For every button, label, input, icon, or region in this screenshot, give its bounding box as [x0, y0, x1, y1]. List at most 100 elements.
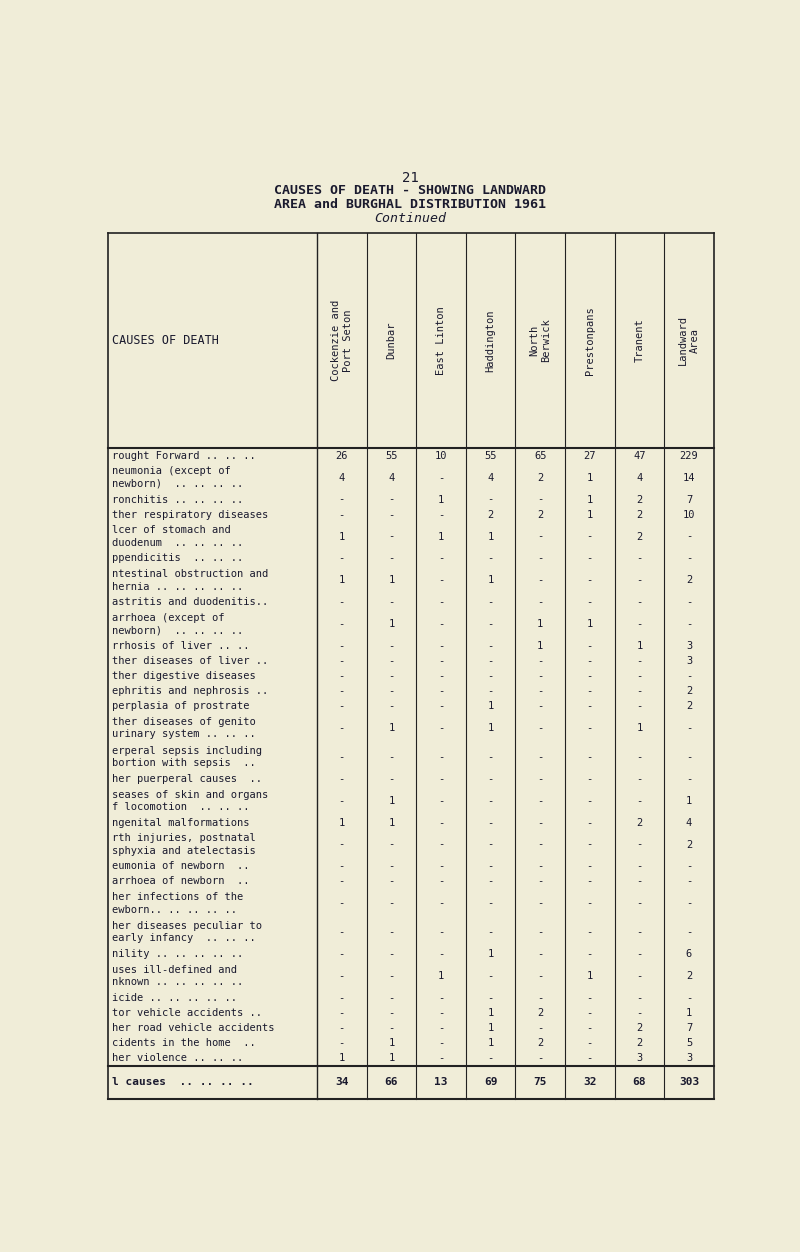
Text: 2: 2	[636, 532, 642, 542]
Text: -: -	[537, 899, 543, 909]
Text: 2: 2	[487, 510, 494, 520]
Text: 10: 10	[682, 510, 695, 520]
Text: -: -	[487, 818, 494, 828]
Text: 2: 2	[636, 1023, 642, 1033]
Text: -: -	[686, 618, 692, 629]
Text: -: -	[586, 949, 593, 959]
Text: -: -	[636, 926, 642, 936]
Text: -: -	[338, 774, 345, 784]
Text: 1: 1	[388, 818, 394, 828]
Text: -: -	[438, 774, 444, 784]
Text: ngenital malformations: ngenital malformations	[112, 818, 249, 828]
Text: -: -	[388, 861, 394, 871]
Text: Prestonpans: Prestonpans	[585, 305, 594, 374]
Text: -: -	[586, 926, 593, 936]
Text: 21: 21	[402, 172, 418, 185]
Text: 1: 1	[487, 1038, 494, 1048]
Text: -: -	[686, 774, 692, 784]
Text: -: -	[338, 840, 345, 850]
Text: 65: 65	[534, 451, 546, 461]
Text: 4: 4	[686, 818, 692, 828]
Text: ther respiratory diseases: ther respiratory diseases	[112, 510, 268, 520]
Text: 14: 14	[682, 473, 695, 483]
Text: -: -	[487, 597, 494, 607]
Text: -: -	[338, 510, 345, 520]
Text: -: -	[686, 532, 692, 542]
Text: -: -	[686, 724, 692, 734]
Text: -: -	[636, 701, 642, 711]
Text: -: -	[537, 876, 543, 886]
Text: -: -	[438, 473, 444, 483]
Text: -: -	[586, 876, 593, 886]
Text: 2: 2	[636, 818, 642, 828]
Text: 6: 6	[686, 949, 692, 959]
Text: -: -	[686, 926, 692, 936]
Text: 4: 4	[487, 473, 494, 483]
Text: 1: 1	[586, 473, 593, 483]
Text: 1: 1	[586, 495, 593, 505]
Text: -: -	[487, 495, 494, 505]
Text: -: -	[388, 641, 394, 651]
Text: eumonia of newborn  ..: eumonia of newborn ..	[112, 861, 249, 871]
Text: 303: 303	[679, 1077, 699, 1087]
Text: -: -	[636, 970, 642, 980]
Text: 68: 68	[633, 1077, 646, 1087]
Text: -: -	[338, 686, 345, 696]
Text: 1: 1	[487, 949, 494, 959]
Text: tor vehicle accidents ..: tor vehicle accidents ..	[112, 1008, 262, 1018]
Text: 1: 1	[487, 532, 494, 542]
Text: 5: 5	[686, 1038, 692, 1048]
Text: ppendicitis  .. .. ..: ppendicitis .. .. ..	[112, 553, 243, 563]
Text: l causes  .. .. .. ..: l causes .. .. .. ..	[112, 1077, 254, 1087]
Text: 2: 2	[636, 1038, 642, 1048]
Text: -: -	[338, 1038, 345, 1048]
Text: Tranent: Tranent	[634, 318, 645, 362]
Text: arrhoea of newborn  ..: arrhoea of newborn ..	[112, 876, 249, 886]
Text: Dunbar: Dunbar	[386, 322, 397, 359]
Text: 1: 1	[487, 1023, 494, 1033]
Text: -: -	[338, 796, 345, 806]
Text: -: -	[487, 671, 494, 681]
Text: -: -	[487, 641, 494, 651]
Text: -: -	[438, 641, 444, 651]
Text: rrhosis of liver .. ..: rrhosis of liver .. ..	[112, 641, 249, 651]
Text: East Linton: East Linton	[436, 305, 446, 374]
Text: 2: 2	[686, 840, 692, 850]
Text: her road vehicle accidents: her road vehicle accidents	[112, 1023, 274, 1033]
Text: 2: 2	[537, 473, 543, 483]
Text: 34: 34	[335, 1077, 349, 1087]
Text: -: -	[537, 949, 543, 959]
Text: -: -	[537, 861, 543, 871]
Text: -: -	[636, 597, 642, 607]
Text: -: -	[338, 597, 345, 607]
Text: -: -	[586, 656, 593, 666]
Text: 2: 2	[686, 970, 692, 980]
Text: erperal sepsis including
bortion with sepsis  ..: erperal sepsis including bortion with se…	[112, 746, 262, 769]
Text: -: -	[487, 861, 494, 871]
Text: -: -	[487, 774, 494, 784]
Text: 2: 2	[686, 701, 692, 711]
Text: -: -	[338, 701, 345, 711]
Text: -: -	[487, 970, 494, 980]
Text: -: -	[388, 1008, 394, 1018]
Text: -: -	[338, 970, 345, 980]
Text: CAUSES OF DEATH - SHOWING LANDWARD: CAUSES OF DEATH - SHOWING LANDWARD	[274, 184, 546, 197]
Text: -: -	[388, 553, 394, 563]
Text: -: -	[338, 1023, 345, 1033]
Text: -: -	[537, 840, 543, 850]
Text: -: -	[388, 949, 394, 959]
Text: 55: 55	[385, 451, 398, 461]
Text: -: -	[438, 1023, 444, 1033]
Text: -: -	[686, 861, 692, 871]
Text: 1: 1	[388, 576, 394, 586]
Text: -: -	[636, 876, 642, 886]
Text: -: -	[438, 576, 444, 586]
Text: icide .. .. .. .. ..: icide .. .. .. .. ..	[112, 993, 237, 1003]
Text: 1: 1	[586, 618, 593, 629]
Text: -: -	[388, 774, 394, 784]
Text: -: -	[586, 899, 593, 909]
Text: -: -	[438, 510, 444, 520]
Text: -: -	[636, 752, 642, 762]
Text: -: -	[537, 796, 543, 806]
Text: 2: 2	[537, 1008, 543, 1018]
